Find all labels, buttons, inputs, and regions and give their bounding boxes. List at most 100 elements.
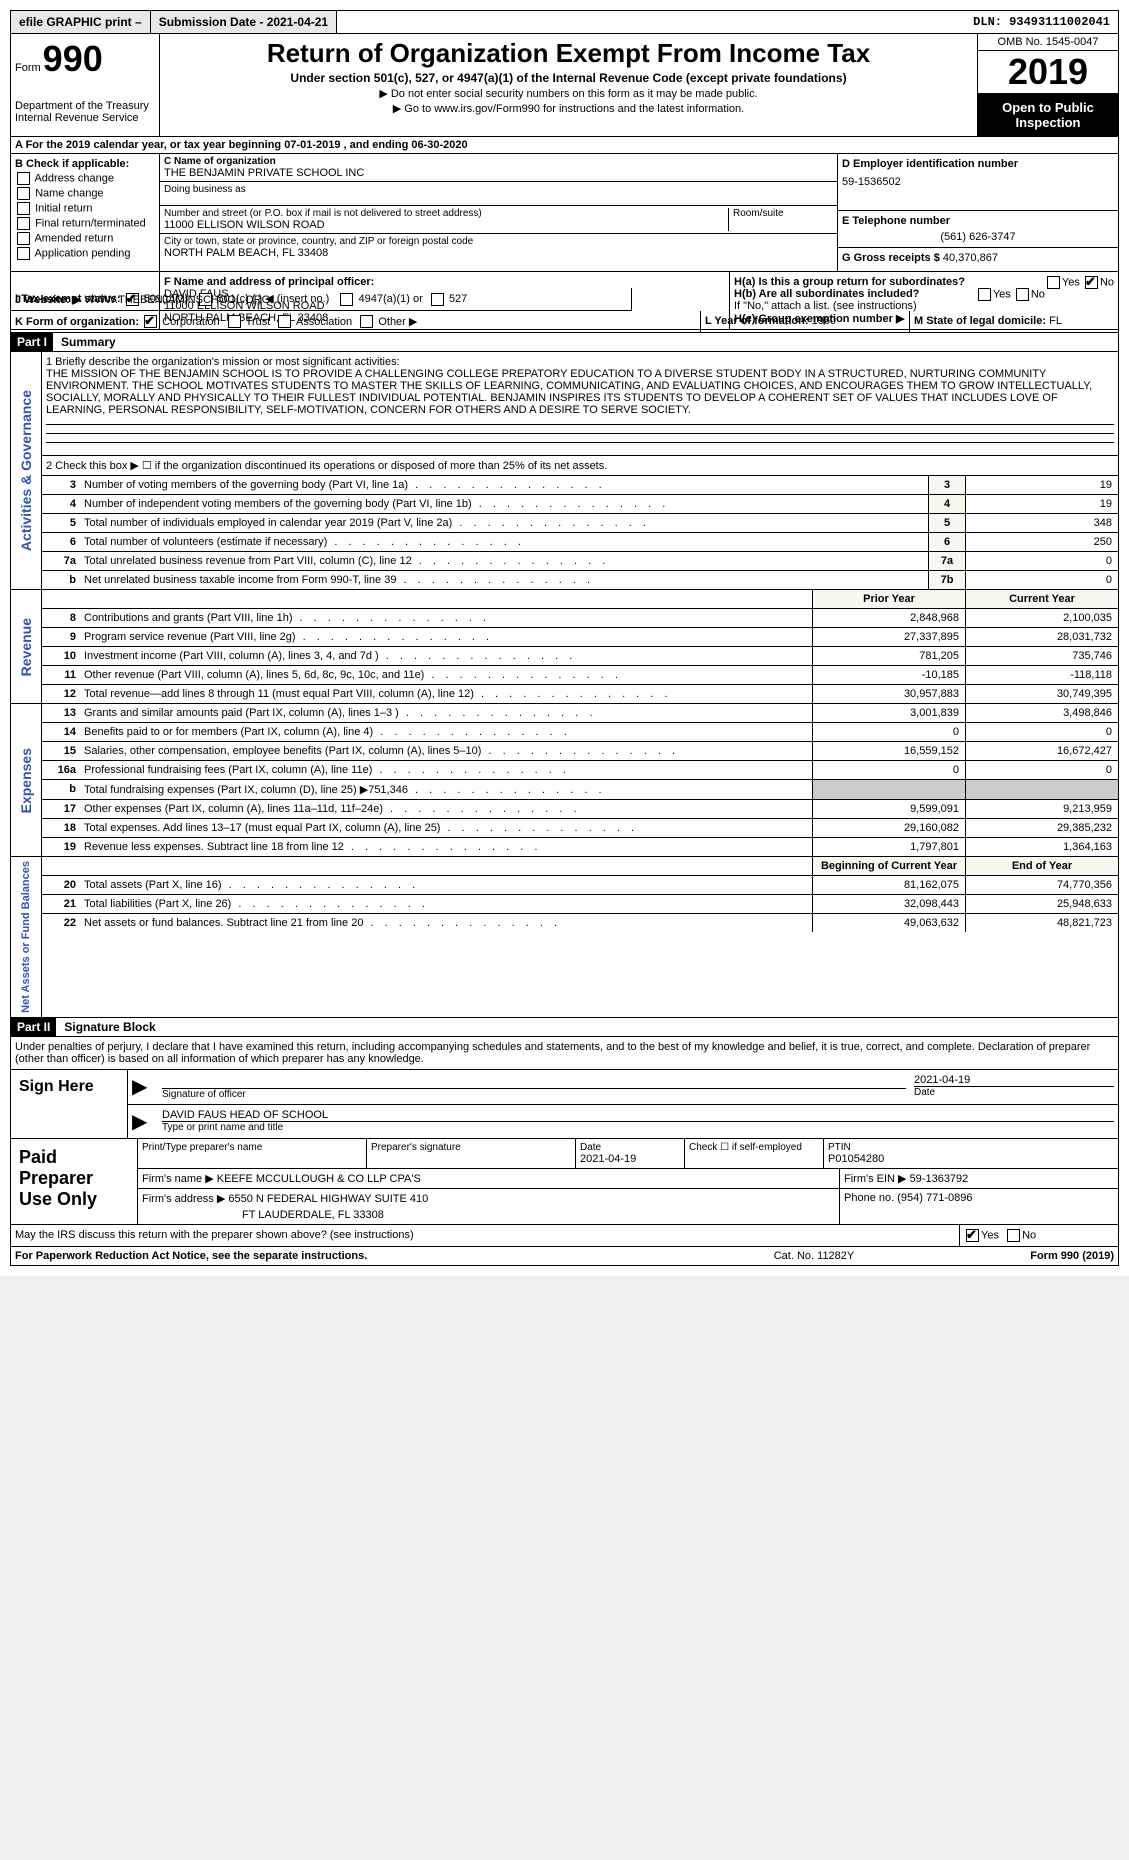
vlabel-net-assets: Net Assets or Fund Balances bbox=[16, 857, 36, 1017]
efile-print-button[interactable]: efile GRAPHIC print – bbox=[11, 11, 151, 33]
open-public: Open to Public Inspection bbox=[978, 94, 1118, 136]
hb-row: H(b) Are all subordinates included? Yes … bbox=[734, 288, 1114, 300]
governance-line: 6Total number of volunteers (estimate if… bbox=[42, 533, 1118, 552]
net-assets-line: 21Total liabilities (Part X, line 26)32,… bbox=[42, 895, 1118, 914]
header-right: OMB No. 1545-0047 2019 Open to Public In… bbox=[978, 34, 1118, 136]
chk-trust[interactable] bbox=[228, 315, 241, 328]
c-label: C Name of organization bbox=[164, 156, 833, 167]
state-domicile: FL bbox=[1049, 315, 1062, 327]
phone-value: (561) 626-3747 bbox=[842, 231, 1114, 243]
revenue-line: 11Other revenue (Part VIII, column (A), … bbox=[42, 666, 1118, 685]
city-value: NORTH PALM BEACH, FL 33408 bbox=[164, 247, 833, 259]
chk-app-pending[interactable]: Application pending bbox=[15, 247, 155, 260]
dept-treasury: Department of the Treasury Internal Reve… bbox=[15, 100, 155, 124]
chk-association[interactable] bbox=[278, 315, 291, 328]
cat-no: Cat. No. 11282Y bbox=[714, 1250, 914, 1262]
col-d-e-g: D Employer identification number 59-1536… bbox=[838, 154, 1118, 271]
discuss-row: May the IRS discuss this return with the… bbox=[10, 1225, 1119, 1247]
mission-block: 1 Briefly describe the organization's mi… bbox=[42, 352, 1118, 456]
gross-receipts: 40,370,867 bbox=[943, 252, 998, 264]
revenue-line: 12Total revenue—add lines 8 through 11 (… bbox=[42, 685, 1118, 703]
sig-date: 2021-04-19 bbox=[914, 1074, 1114, 1086]
paperwork-notice: For Paperwork Reduction Act Notice, see … bbox=[15, 1250, 714, 1262]
room-label: Room/suite bbox=[733, 208, 833, 219]
section-identification: B Check if applicable: Address change Na… bbox=[10, 154, 1119, 272]
chk-discuss-no[interactable] bbox=[1007, 1229, 1020, 1242]
form-footer: Form 990 (2019) bbox=[914, 1250, 1114, 1262]
perjury-statement: Under penalties of perjury, I declare th… bbox=[10, 1037, 1119, 1070]
goto-note: ▶ Go to www.irs.gov/Form990 for instruct… bbox=[164, 102, 973, 115]
header-center: Return of Organization Exempt From Incom… bbox=[160, 34, 978, 136]
part-1-header: Part I Summary bbox=[10, 333, 1119, 352]
expenses-section: Expenses 13Grants and similar amounts pa… bbox=[10, 704, 1119, 857]
governance-line: 5Total number of individuals employed in… bbox=[42, 514, 1118, 533]
dba-label: Doing business as bbox=[164, 184, 833, 195]
f-label: F Name and address of principal officer: bbox=[164, 276, 725, 288]
omb-number: OMB No. 1545-0047 bbox=[978, 34, 1118, 51]
officer-title: DAVID FAUS HEAD OF SCHOOL bbox=[162, 1109, 1114, 1121]
form-header: Form 990 Department of the Treasury Inte… bbox=[10, 34, 1119, 137]
firm-addr1: 6550 N FEDERAL HIGHWAY SUITE 410 bbox=[228, 1193, 428, 1205]
dln-number: DLN: 93493111002041 bbox=[965, 11, 1118, 33]
b-label: B Check if applicable: bbox=[15, 158, 155, 170]
row-a-tax-year: A For the 2019 calendar year, or tax yea… bbox=[10, 137, 1119, 154]
g-label: G Gross receipts $ bbox=[842, 252, 940, 264]
footer: For Paperwork Reduction Act Notice, see … bbox=[10, 1247, 1119, 1266]
line-2: 2 Check this box ▶ ☐ if the organization… bbox=[42, 456, 1118, 476]
form-title: Return of Organization Exempt From Incom… bbox=[164, 38, 973, 69]
chk-other[interactable] bbox=[360, 315, 373, 328]
sign-here-block: Sign Here ▶ Signature of officer 2021-04… bbox=[10, 1070, 1119, 1139]
col-c-org-info: C Name of organization THE BENJAMIN PRIV… bbox=[160, 154, 838, 271]
expense-line: 15Salaries, other compensation, employee… bbox=[42, 742, 1118, 761]
vlabel-expenses: Expenses bbox=[14, 744, 38, 817]
row-k-l-m: K Form of organization: Corporation Trus… bbox=[10, 311, 1119, 334]
revenue-line: 8Contributions and grants (Part VIII, li… bbox=[42, 609, 1118, 628]
col-b-checkboxes: B Check if applicable: Address change Na… bbox=[11, 154, 160, 271]
paid-preparer-block: Paid Preparer Use Only Print/Type prepar… bbox=[10, 1139, 1119, 1225]
tax-year: 2019 bbox=[978, 51, 1118, 94]
firm-phone: (954) 771-0896 bbox=[897, 1192, 972, 1204]
governance-line: 3Number of voting members of the governi… bbox=[42, 476, 1118, 495]
net-assets-line: 20Total assets (Part X, line 16)81,162,0… bbox=[42, 876, 1118, 895]
submission-date: Submission Date - 2021-04-21 bbox=[151, 11, 337, 33]
revenue-line: 9Program service revenue (Part VIII, lin… bbox=[42, 628, 1118, 647]
org-name: THE BENJAMIN PRIVATE SCHOOL INC bbox=[164, 167, 833, 179]
firm-ein: 59-1363792 bbox=[910, 1173, 969, 1185]
sig-officer-label: Signature of officer bbox=[162, 1088, 906, 1100]
chk-corporation[interactable] bbox=[144, 315, 157, 328]
firm-addr2: FT LAUDERDALE, FL 33308 bbox=[242, 1209, 835, 1221]
e-label: E Telephone number bbox=[842, 215, 1114, 227]
form-990-page: efile GRAPHIC print – Submission Date - … bbox=[0, 0, 1129, 1276]
expense-line: 18Total expenses. Add lines 13–17 (must … bbox=[42, 819, 1118, 838]
ptin-value: P01054280 bbox=[828, 1153, 1114, 1165]
chk-initial-return[interactable]: Initial return bbox=[15, 202, 155, 215]
form-number: 990 bbox=[43, 38, 103, 80]
website-value: WWW.THEBENJAMINSCHOOL.ORG bbox=[84, 294, 270, 306]
net-assets-line: 22Net assets or fund balances. Subtract … bbox=[42, 914, 1118, 932]
expense-line: 17Other expenses (Part IX, column (A), l… bbox=[42, 800, 1118, 819]
governance-section: Activities & Governance 1 Briefly descri… bbox=[10, 352, 1119, 590]
governance-line: bNet unrelated business taxable income f… bbox=[42, 571, 1118, 589]
chk-address-change[interactable]: Address change bbox=[15, 172, 155, 185]
revenue-line: 10Investment income (Part VIII, column (… bbox=[42, 647, 1118, 666]
expense-line: bTotal fundraising expenses (Part IX, co… bbox=[42, 780, 1118, 800]
vlabel-governance: Activities & Governance bbox=[14, 386, 38, 555]
expense-line: 13Grants and similar amounts paid (Part … bbox=[42, 704, 1118, 723]
na-header-row: Beginning of Current Year End of Year bbox=[42, 857, 1118, 876]
mission-text: THE MISSION OF THE BENJAMIN SCHOOL IS TO… bbox=[46, 368, 1114, 416]
expense-line: 14Benefits paid to or for members (Part … bbox=[42, 723, 1118, 742]
chk-final-return[interactable]: Final return/terminated bbox=[15, 217, 155, 230]
d-label: D Employer identification number bbox=[842, 158, 1114, 170]
chk-name-change[interactable]: Name change bbox=[15, 187, 155, 200]
header-left: Form 990 Department of the Treasury Inte… bbox=[11, 34, 160, 136]
sign-here-label: Sign Here bbox=[11, 1070, 128, 1138]
vlabel-revenue: Revenue bbox=[14, 614, 38, 680]
chk-amended[interactable]: Amended return bbox=[15, 232, 155, 245]
expense-line: 19Revenue less expenses. Subtract line 1… bbox=[42, 838, 1118, 856]
chk-discuss-yes[interactable] bbox=[966, 1229, 979, 1242]
form-subtitle: Under section 501(c), 527, or 4947(a)(1)… bbox=[164, 71, 973, 85]
governance-line: 7aTotal unrelated business revenue from … bbox=[42, 552, 1118, 571]
street-value: 11000 ELLISON WILSON ROAD bbox=[164, 219, 728, 231]
street-label: Number and street (or P.O. box if mail i… bbox=[164, 208, 728, 219]
net-assets-section: Net Assets or Fund Balances Beginning of… bbox=[10, 857, 1119, 1018]
